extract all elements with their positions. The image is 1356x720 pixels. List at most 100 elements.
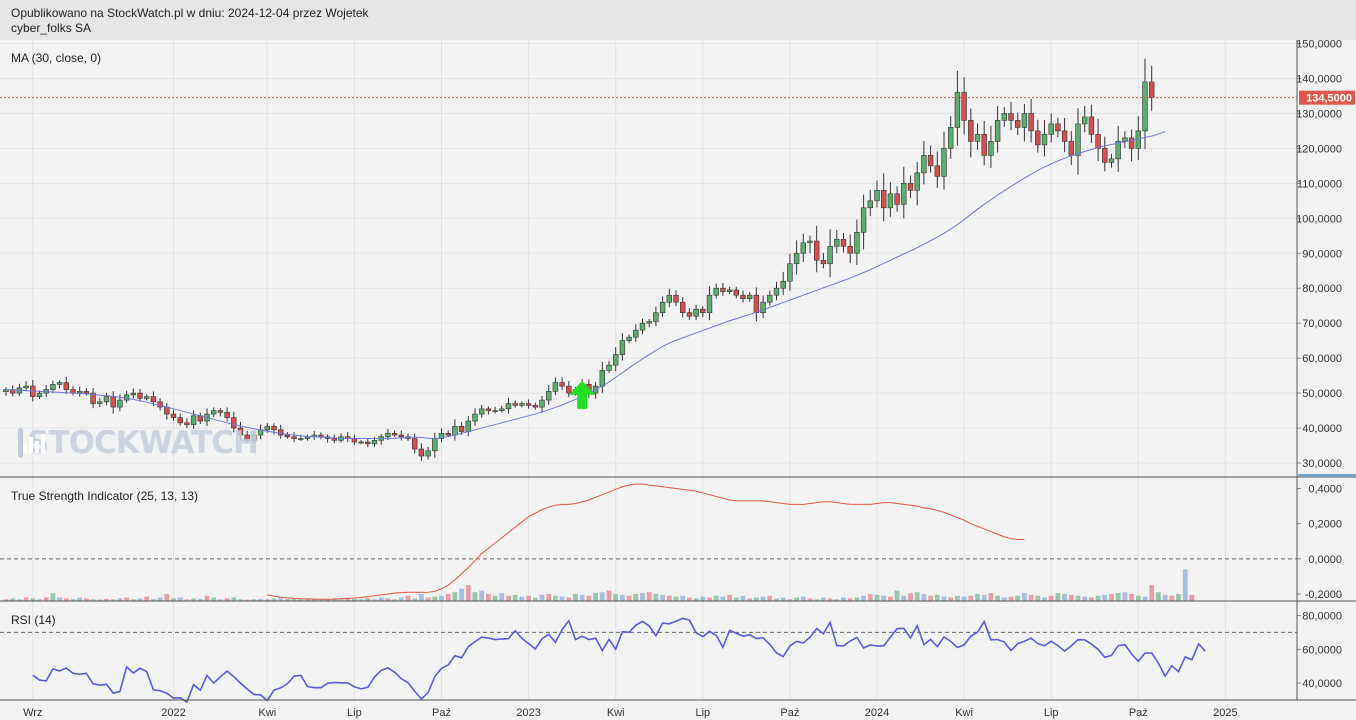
tsi-histogram-bar bbox=[807, 598, 813, 601]
tsi-histogram-bar bbox=[640, 593, 645, 601]
candle-body bbox=[1075, 123, 1081, 156]
candle-body bbox=[150, 396, 157, 403]
tsi-y-tick-label: 0,0000 bbox=[1308, 554, 1342, 566]
tsi-histogram-bar bbox=[291, 598, 297, 601]
candle-body bbox=[700, 308, 706, 313]
tsi-histogram-bar bbox=[646, 592, 652, 601]
tsi-histogram-bar bbox=[1089, 597, 1094, 601]
candle-body bbox=[411, 438, 418, 450]
candle-body bbox=[492, 410, 498, 412]
candle-body bbox=[693, 308, 699, 317]
tsi-histogram-bar bbox=[124, 597, 129, 601]
candle-body bbox=[177, 417, 183, 424]
candle-body bbox=[351, 438, 358, 443]
tsi-histogram-bar bbox=[968, 595, 974, 601]
candle-body bbox=[237, 427, 244, 436]
current-price-label: 134,5000 bbox=[1306, 93, 1352, 105]
tsi-histogram-bar bbox=[238, 599, 243, 601]
candle-body bbox=[894, 193, 900, 205]
tsi-histogram-bar bbox=[445, 593, 451, 601]
candle-body bbox=[63, 382, 70, 390]
rsi-y-tick-label: 80,0000 bbox=[1302, 611, 1342, 623]
candle-body bbox=[284, 434, 291, 438]
tsi-histogram-bar bbox=[814, 599, 820, 601]
candle-body bbox=[626, 336, 632, 341]
candle-body bbox=[599, 370, 606, 387]
tsi-histogram-bar bbox=[104, 598, 109, 601]
tsi-histogram-bar bbox=[130, 599, 136, 601]
candle-body bbox=[612, 354, 619, 366]
candle-body bbox=[1102, 148, 1108, 163]
tsi-histogram-bar bbox=[298, 599, 304, 601]
tsi-histogram-bar bbox=[439, 595, 444, 601]
tsi-histogram-bar bbox=[573, 593, 578, 601]
candle-body bbox=[472, 413, 478, 422]
candle-body bbox=[358, 441, 364, 444]
tsi-histogram-bar bbox=[345, 597, 351, 601]
tsi-histogram-bar bbox=[23, 597, 29, 601]
candle-body bbox=[753, 294, 760, 313]
tsi-histogram-bar bbox=[532, 597, 538, 601]
x-tick-label: Kwi bbox=[955, 707, 973, 719]
tsi-histogram-bar bbox=[3, 599, 9, 601]
candle-body bbox=[639, 322, 646, 331]
candle-body bbox=[123, 394, 130, 401]
tsi-histogram-bar bbox=[559, 596, 565, 601]
candle-body bbox=[673, 294, 679, 303]
tsi-histogram-bar bbox=[1075, 595, 1081, 601]
candle-body bbox=[110, 396, 116, 408]
price-y-tick-label: 50,0000 bbox=[1302, 388, 1342, 400]
candle-body bbox=[231, 417, 237, 429]
candle-body bbox=[566, 385, 572, 394]
tsi-histogram-bar bbox=[861, 595, 866, 601]
tsi-histogram-bar bbox=[465, 585, 471, 601]
tsi-histogram-bar bbox=[975, 593, 980, 601]
tsi-histogram-bar bbox=[224, 598, 230, 601]
candle-body bbox=[539, 399, 545, 408]
tsi-histogram-bar bbox=[881, 595, 887, 601]
chart-canvas[interactable]: 134,5000 30,0000 40,0000 50,0000 60,0000 70,… bbox=[0, 40, 1356, 720]
tsi-histogram-bar bbox=[693, 598, 699, 601]
candle-body bbox=[1014, 120, 1021, 128]
tsi-histogram-bar bbox=[117, 598, 123, 601]
tsi-histogram-bar bbox=[1156, 592, 1161, 601]
candle-body bbox=[679, 301, 686, 313]
candle-body bbox=[733, 289, 740, 296]
candle-body bbox=[1142, 81, 1148, 132]
tsi-indicator-label[interactable]: True Strength Indicator (25, 13, 13) bbox=[11, 489, 198, 503]
x-tick-label: Lip bbox=[1044, 707, 1059, 719]
candle-body bbox=[318, 434, 324, 438]
tsi-histogram-bar bbox=[338, 599, 344, 601]
candle-body bbox=[1149, 81, 1155, 98]
rsi-indicator-label[interactable]: RSI (14) bbox=[11, 613, 56, 627]
candle-body bbox=[130, 392, 136, 396]
tsi-histogram-bar bbox=[539, 594, 545, 601]
price-y-tick-label: 130,0000 bbox=[1296, 108, 1342, 120]
candle-body bbox=[1108, 158, 1115, 163]
price-y-tick-label: 100,0000 bbox=[1296, 213, 1342, 225]
tsi-histogram-bar bbox=[888, 596, 893, 601]
tsi-histogram-bar bbox=[1028, 594, 1034, 601]
tsi-histogram-bar bbox=[680, 595, 686, 601]
tsi-histogram-bar bbox=[827, 598, 833, 601]
candle-body bbox=[974, 134, 981, 142]
candle-body bbox=[947, 127, 954, 149]
candle-body bbox=[646, 321, 652, 324]
candle-body bbox=[445, 432, 451, 436]
tsi-histogram-bar bbox=[472, 592, 478, 601]
stockwatch-watermark: STOCKWATCH bbox=[18, 424, 259, 462]
candle-body bbox=[840, 238, 847, 247]
tsi-histogram-bar bbox=[847, 598, 853, 601]
tsi-histogram-bar bbox=[754, 597, 759, 601]
tsi-histogram-bar bbox=[1008, 596, 1014, 601]
ma-indicator-label[interactable]: MA (30, close, 0) bbox=[11, 51, 102, 65]
tsi-histogram-bar bbox=[1095, 595, 1101, 601]
tsi-histogram-bar bbox=[553, 595, 558, 601]
tsi-histogram-bar bbox=[84, 598, 89, 601]
tsi-histogram-bar bbox=[506, 595, 511, 601]
x-tick-label: Paź bbox=[780, 707, 799, 719]
tsi-histogram-bar bbox=[1102, 594, 1108, 601]
published-info: Opublikowano na StockWatch.pl w dniu: 20… bbox=[11, 6, 369, 20]
candle-body bbox=[298, 438, 304, 440]
price-y-tick-label: 60,0000 bbox=[1302, 353, 1342, 365]
